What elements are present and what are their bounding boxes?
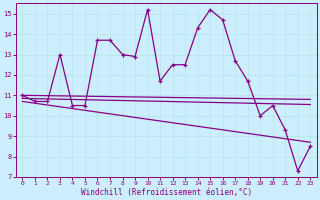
X-axis label: Windchill (Refroidissement éolien,°C): Windchill (Refroidissement éolien,°C): [81, 188, 252, 197]
